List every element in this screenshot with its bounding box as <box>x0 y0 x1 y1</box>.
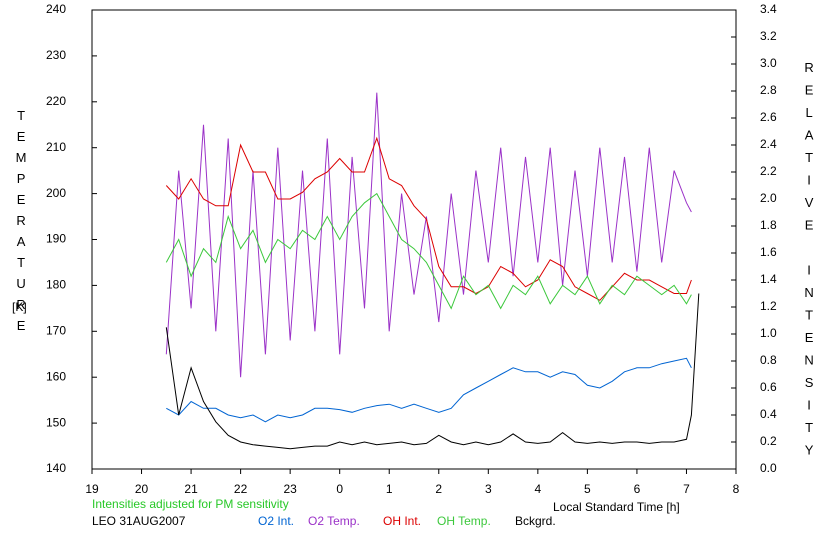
y2-tick-label: 2.6 <box>760 110 777 124</box>
x-tick-label: 3 <box>485 482 492 496</box>
x-tick-label: 6 <box>634 482 641 496</box>
y2-tick-label: 1.2 <box>760 299 777 313</box>
y2-tick-label: 3.0 <box>760 56 777 70</box>
y-tick-label: 170 <box>46 323 66 337</box>
y2-tick-label: 1.6 <box>760 245 777 259</box>
footer: LEO 31AUG2007 <box>92 514 186 528</box>
y2-tick-label: 1.4 <box>760 272 777 286</box>
x-axis-label: Local Standard Time [h] <box>553 500 680 514</box>
y-tick-label: 240 <box>46 2 66 16</box>
y2-tick-label: 1.0 <box>760 326 777 340</box>
y2-tick-label: 0.0 <box>760 461 777 475</box>
y2-tick-label: 2.4 <box>760 137 777 151</box>
y-tick-label: 220 <box>46 94 66 108</box>
y-tick-label: 140 <box>46 461 66 475</box>
legend-entry: O2 Int. <box>258 514 294 528</box>
x-tick-label: 20 <box>135 482 149 496</box>
y2-tick-label: 2.0 <box>760 191 777 205</box>
y-tick-label: 150 <box>46 415 66 429</box>
y2-tick-label: 1.8 <box>760 218 777 232</box>
legend-entry: Bckgrd. <box>515 514 556 528</box>
plot-frame <box>91 9 737 470</box>
series-line <box>165 293 700 450</box>
legend-entry: OH Int. <box>383 514 421 528</box>
y-axis-unit: [K] <box>12 300 27 314</box>
series-line <box>165 136 692 301</box>
x-tick-label: 22 <box>234 482 248 496</box>
y2-axis-label: RELATIVE INTENSITY <box>802 60 817 465</box>
y-tick-label: 230 <box>46 48 66 62</box>
x-tick-label: 1 <box>386 482 393 496</box>
y2-tick-label: 3.4 <box>760 2 777 16</box>
x-tick-label: 5 <box>584 482 591 496</box>
x-tick-label: 23 <box>283 482 297 496</box>
x-tick-label: 7 <box>683 482 690 496</box>
annotation: Intensities adjusted for PM sensitivity <box>92 497 289 511</box>
x-tick-label: 2 <box>435 482 442 496</box>
x-tick-label: 0 <box>336 482 343 496</box>
x-tick-label: 8 <box>733 482 740 496</box>
legend-entry: OH Temp. <box>437 514 491 528</box>
x-tick-label: 4 <box>535 482 542 496</box>
y2-tick-label: 2.2 <box>760 164 777 178</box>
x-tick-label: 19 <box>85 482 99 496</box>
y2-tick-label: 0.6 <box>760 380 777 394</box>
y-tick-label: 210 <box>46 140 66 154</box>
y2-tick-label: 3.2 <box>760 29 777 43</box>
y-axis-label: TEMPERATURE <box>14 108 29 339</box>
series-line <box>165 192 692 310</box>
legend-entry: O2 Temp. <box>308 514 360 528</box>
y2-tick-label: 2.8 <box>760 83 777 97</box>
y-tick-label: 190 <box>46 232 66 246</box>
y-tick-label: 200 <box>46 186 66 200</box>
series-line <box>166 357 692 423</box>
y2-tick-label: 0.8 <box>760 353 777 367</box>
series-line <box>165 92 692 378</box>
y-tick-label: 160 <box>46 369 66 383</box>
y2-tick-label: 0.2 <box>760 434 777 448</box>
y-tick-label: 180 <box>46 278 66 292</box>
y2-tick-label: 0.4 <box>760 407 777 421</box>
x-tick-label: 21 <box>184 482 198 496</box>
